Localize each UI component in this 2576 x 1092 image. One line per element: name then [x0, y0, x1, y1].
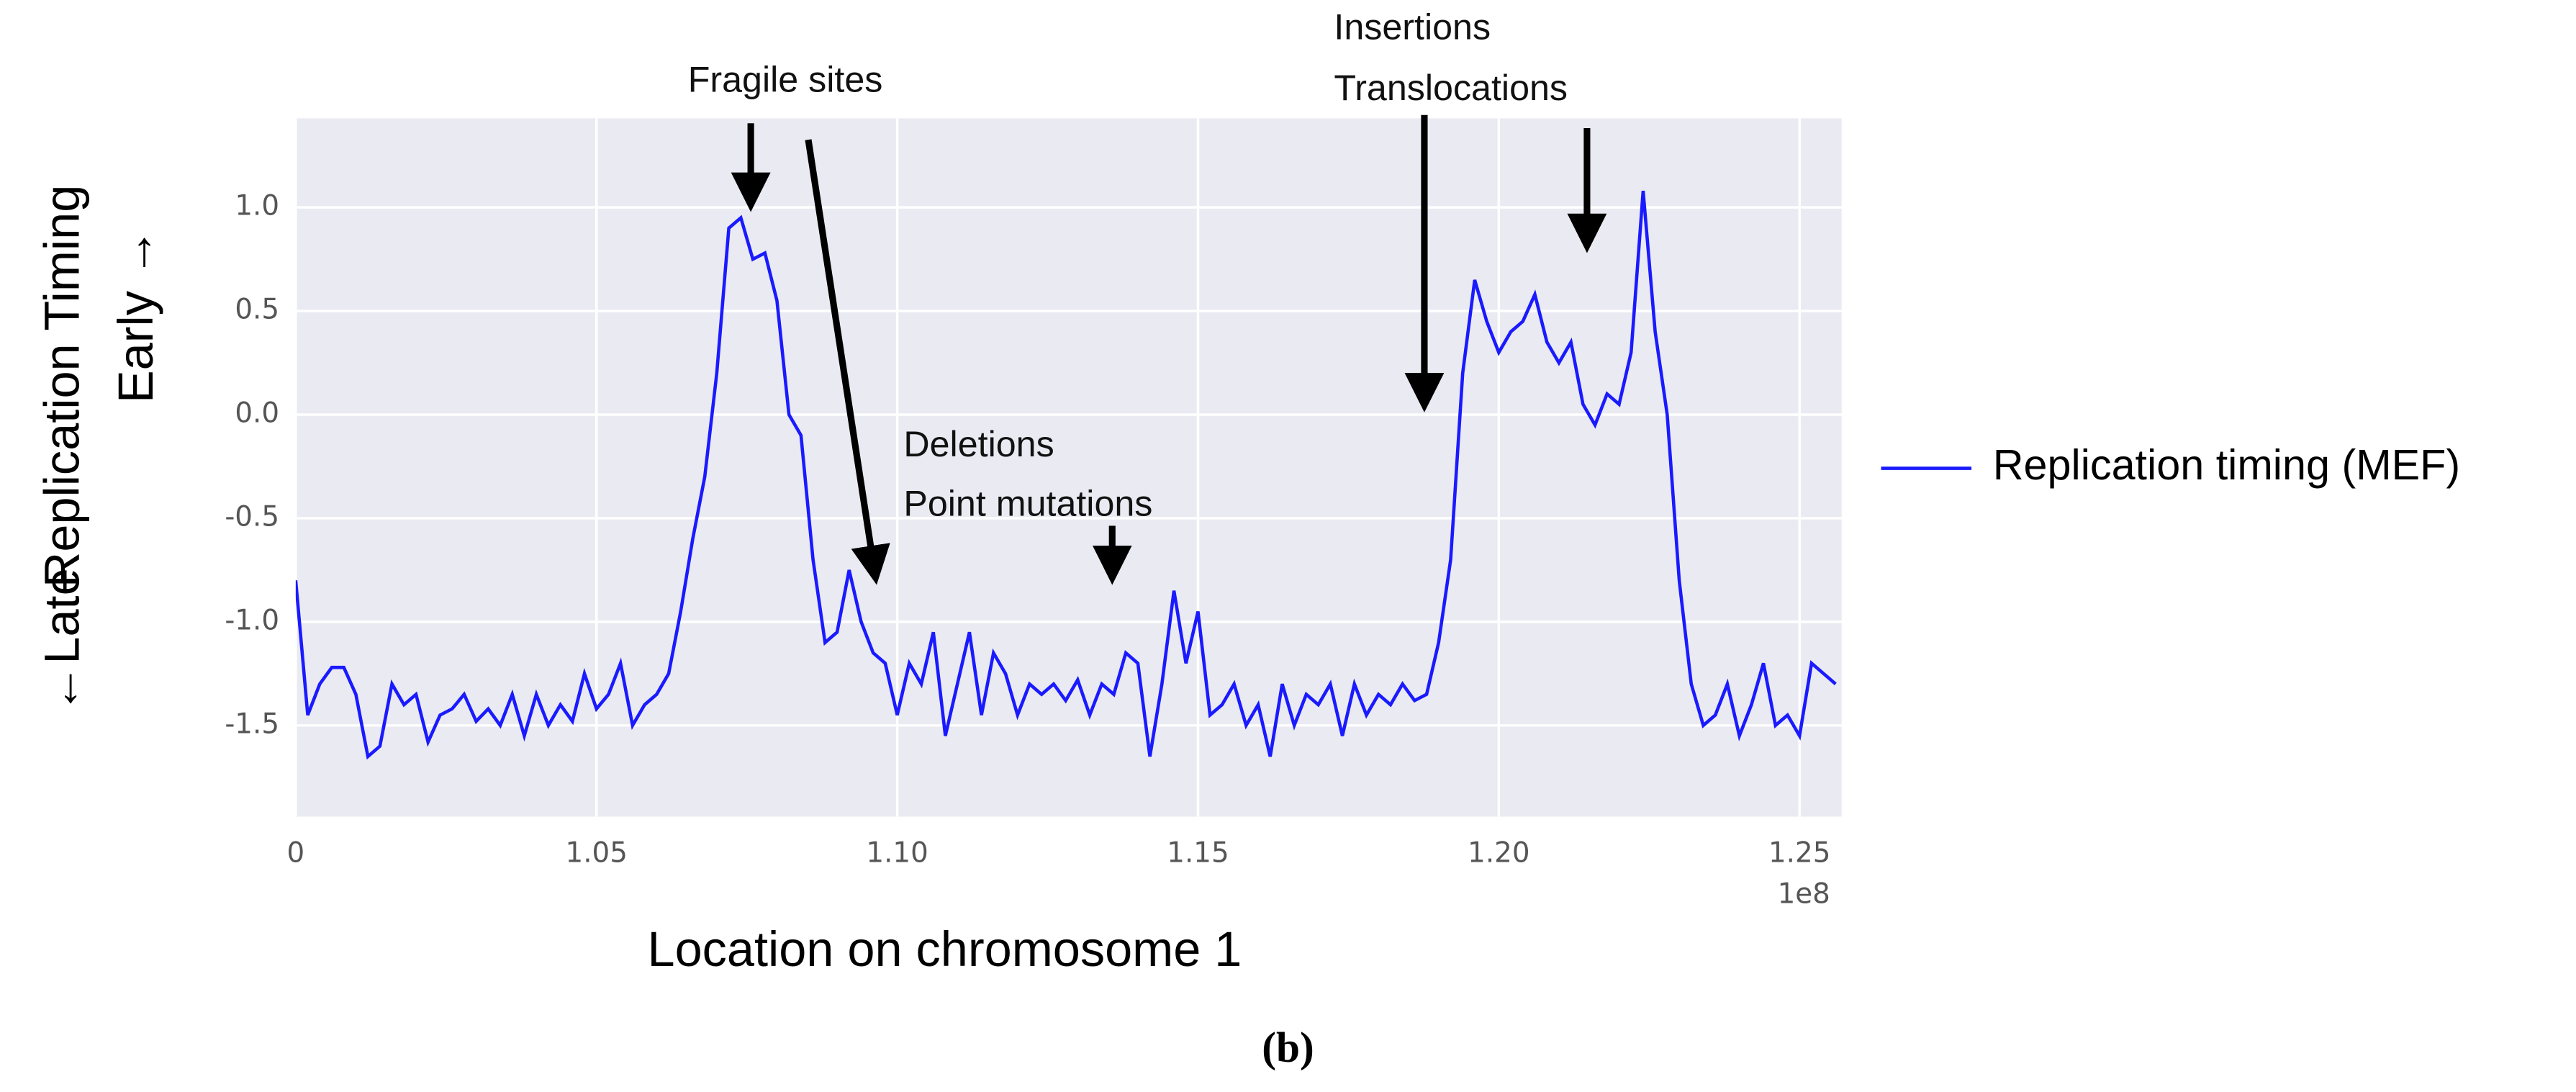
x-offset-label: 1e8 [1778, 877, 1830, 910]
y-tick-label: 0.0 [235, 397, 279, 429]
x-tick-label: 0 [287, 836, 305, 869]
y-tick-label: 0.5 [235, 294, 279, 326]
series [295, 190, 1837, 760]
grid [294, 118, 1842, 817]
x-tick-label: 1.15 [1167, 836, 1229, 869]
x-tick-label: 1.05 [566, 836, 628, 869]
y-tick-label: -0.5 [225, 500, 279, 533]
annotation: Deletions [903, 424, 1054, 464]
legend-label: Replication timing (MEF) [1993, 441, 2460, 489]
y-axis-label-low: ←Late [34, 568, 89, 713]
annotation: Fragile sites [688, 59, 883, 99]
x-tick-label: 1.25 [1768, 836, 1830, 869]
plot-area [295, 118, 1842, 817]
arrow [805, 139, 890, 585]
annotation: Insertions [1334, 6, 1491, 47]
y-tick-label: -1.5 [225, 708, 279, 740]
x-tick-label: 1.20 [1468, 836, 1529, 869]
y-tick-label: -1.0 [225, 604, 279, 636]
x-tick-label: 1.10 [866, 836, 928, 869]
y-tick-label: 1.0 [235, 190, 279, 222]
caption: (b) [1262, 1023, 1314, 1070]
legend: Replication timing (MEF) [1881, 441, 2460, 489]
y-axis-label: Replication Timing [34, 185, 89, 587]
y-axis-label-high: Early → [108, 228, 163, 404]
annotation: Translocations [1334, 68, 1568, 108]
annotation: Point mutations [903, 483, 1152, 523]
arrows [731, 114, 1607, 585]
data-line [295, 190, 1837, 760]
x-axis-label: Location on chromosome 1 [647, 921, 1242, 977]
